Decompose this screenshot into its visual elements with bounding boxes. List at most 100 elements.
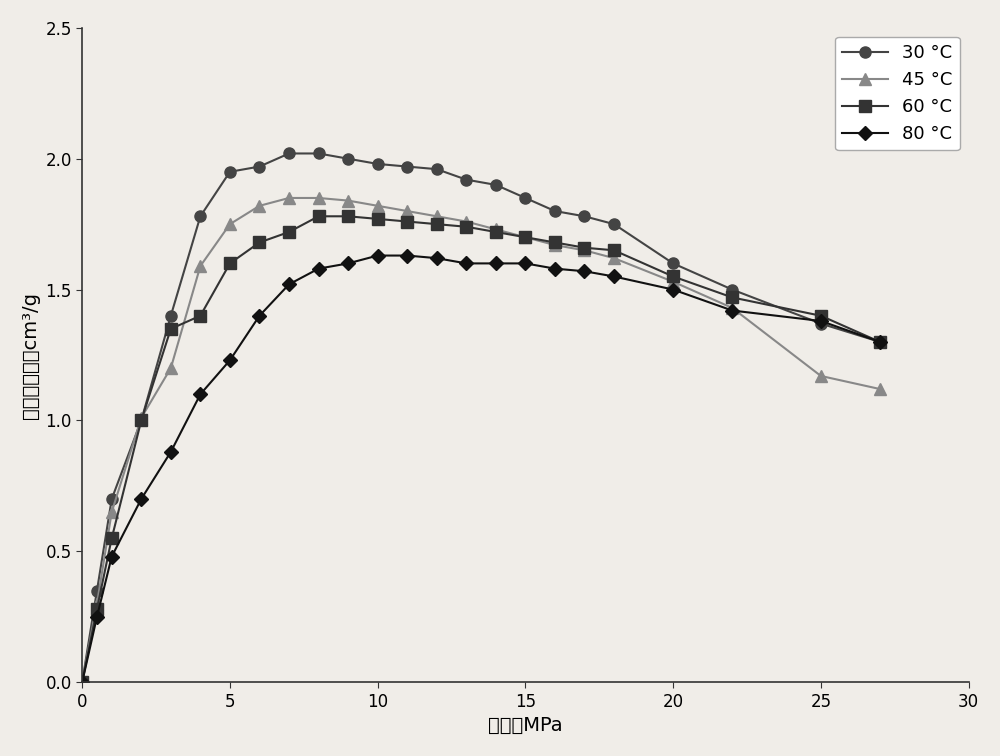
- 45 °C: [578, 246, 590, 255]
- 45 °C: [815, 371, 827, 380]
- Line: 80 °C: 80 °C: [77, 251, 885, 687]
- 60 °C: [253, 238, 265, 247]
- 30 °C: [519, 194, 531, 203]
- 60 °C: [342, 212, 354, 221]
- 30 °C: [726, 285, 738, 294]
- 80 °C: [401, 251, 413, 260]
- 60 °C: [578, 243, 590, 253]
- 60 °C: [165, 324, 177, 333]
- 45 °C: [224, 219, 236, 228]
- 60 °C: [401, 217, 413, 226]
- 60 °C: [135, 416, 147, 425]
- 60 °C: [874, 337, 886, 346]
- 80 °C: [135, 494, 147, 503]
- 80 °C: [519, 259, 531, 268]
- 80 °C: [194, 390, 206, 399]
- 45 °C: [667, 277, 679, 287]
- 80 °C: [253, 311, 265, 321]
- 45 °C: [194, 262, 206, 271]
- 30 °C: [283, 149, 295, 158]
- 30 °C: [549, 206, 561, 215]
- Legend: 30 °C, 45 °C, 60 °C, 80 °C: 30 °C, 45 °C, 60 °C, 80 °C: [835, 37, 960, 150]
- 80 °C: [342, 259, 354, 268]
- Y-axis label: 过剩吸附量，cm³/g: 过剩吸附量，cm³/g: [21, 292, 40, 419]
- 80 °C: [283, 280, 295, 289]
- 30 °C: [224, 167, 236, 176]
- 45 °C: [135, 414, 147, 423]
- X-axis label: 压力，MPa: 压力，MPa: [488, 716, 563, 735]
- 30 °C: [106, 494, 118, 503]
- 30 °C: [91, 586, 103, 595]
- 45 °C: [91, 600, 103, 609]
- 80 °C: [372, 251, 384, 260]
- 60 °C: [194, 311, 206, 321]
- Line: 60 °C: 60 °C: [77, 211, 886, 688]
- Line: 45 °C: 45 °C: [77, 193, 886, 688]
- 80 °C: [106, 552, 118, 561]
- 60 °C: [224, 259, 236, 268]
- 80 °C: [549, 264, 561, 273]
- 60 °C: [313, 212, 325, 221]
- Line: 30 °C: 30 °C: [77, 148, 886, 688]
- 80 °C: [76, 677, 88, 686]
- 80 °C: [578, 267, 590, 276]
- 45 °C: [372, 201, 384, 210]
- 80 °C: [431, 253, 443, 262]
- 30 °C: [578, 212, 590, 221]
- 45 °C: [283, 194, 295, 203]
- 80 °C: [91, 612, 103, 621]
- 45 °C: [401, 206, 413, 215]
- 45 °C: [165, 364, 177, 373]
- 80 °C: [313, 264, 325, 273]
- 45 °C: [76, 677, 88, 686]
- 45 °C: [313, 194, 325, 203]
- 30 °C: [874, 337, 886, 346]
- 60 °C: [431, 219, 443, 228]
- 45 °C: [874, 385, 886, 394]
- 30 °C: [342, 154, 354, 163]
- 30 °C: [313, 149, 325, 158]
- 30 °C: [165, 311, 177, 321]
- 80 °C: [815, 317, 827, 326]
- 45 °C: [608, 253, 620, 262]
- 80 °C: [667, 285, 679, 294]
- 30 °C: [667, 259, 679, 268]
- 60 °C: [608, 246, 620, 255]
- 45 °C: [460, 217, 472, 226]
- 60 °C: [815, 311, 827, 321]
- 60 °C: [460, 222, 472, 231]
- 60 °C: [91, 604, 103, 613]
- 30 °C: [372, 160, 384, 169]
- 80 °C: [726, 306, 738, 315]
- 45 °C: [342, 196, 354, 205]
- 45 °C: [726, 303, 738, 312]
- 60 °C: [76, 677, 88, 686]
- 60 °C: [372, 215, 384, 224]
- 30 °C: [135, 416, 147, 425]
- 80 °C: [165, 448, 177, 457]
- 30 °C: [401, 162, 413, 171]
- 30 °C: [253, 162, 265, 171]
- 30 °C: [431, 165, 443, 174]
- 45 °C: [490, 225, 502, 234]
- 45 °C: [431, 212, 443, 221]
- 80 °C: [608, 272, 620, 281]
- 30 °C: [76, 677, 88, 686]
- 80 °C: [460, 259, 472, 268]
- 60 °C: [283, 228, 295, 237]
- 30 °C: [460, 175, 472, 184]
- 60 °C: [667, 272, 679, 281]
- 60 °C: [549, 238, 561, 247]
- 45 °C: [519, 233, 531, 242]
- 45 °C: [253, 201, 265, 210]
- 45 °C: [106, 507, 118, 516]
- 60 °C: [726, 293, 738, 302]
- 30 °C: [815, 319, 827, 328]
- 30 °C: [194, 212, 206, 221]
- 45 °C: [549, 240, 561, 249]
- 80 °C: [490, 259, 502, 268]
- 30 °C: [490, 181, 502, 190]
- 80 °C: [874, 337, 886, 346]
- 80 °C: [224, 356, 236, 365]
- 60 °C: [519, 233, 531, 242]
